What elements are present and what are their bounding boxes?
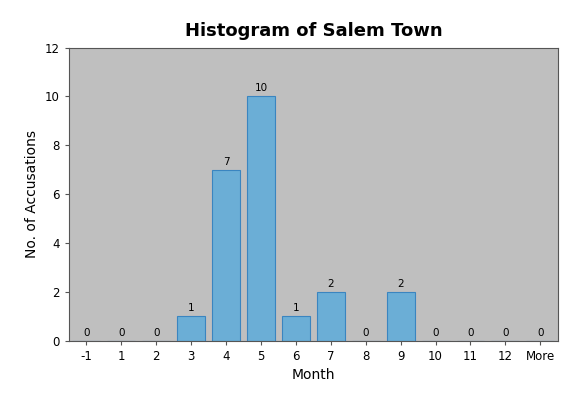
Text: 1: 1 xyxy=(293,303,299,313)
Bar xyxy=(317,292,345,341)
Bar xyxy=(386,292,415,341)
Text: 0: 0 xyxy=(537,327,543,338)
Bar xyxy=(282,316,310,341)
Bar xyxy=(212,169,240,341)
Text: 0: 0 xyxy=(432,327,439,338)
Text: 7: 7 xyxy=(223,157,229,167)
Bar xyxy=(177,316,205,341)
Bar xyxy=(247,96,275,341)
Text: 10: 10 xyxy=(255,84,267,93)
Text: 2: 2 xyxy=(328,279,334,289)
Text: 0: 0 xyxy=(467,327,474,338)
Title: Histogram of Salem Town: Histogram of Salem Town xyxy=(185,23,442,40)
Text: 0: 0 xyxy=(83,327,90,338)
Text: 2: 2 xyxy=(397,279,404,289)
Text: 0: 0 xyxy=(502,327,509,338)
Y-axis label: No. of Accusations: No. of Accusations xyxy=(25,130,40,258)
Text: 0: 0 xyxy=(153,327,159,338)
Text: 0: 0 xyxy=(118,327,125,338)
X-axis label: Month: Month xyxy=(292,368,335,382)
Text: 0: 0 xyxy=(362,327,369,338)
Text: 1: 1 xyxy=(188,303,194,313)
